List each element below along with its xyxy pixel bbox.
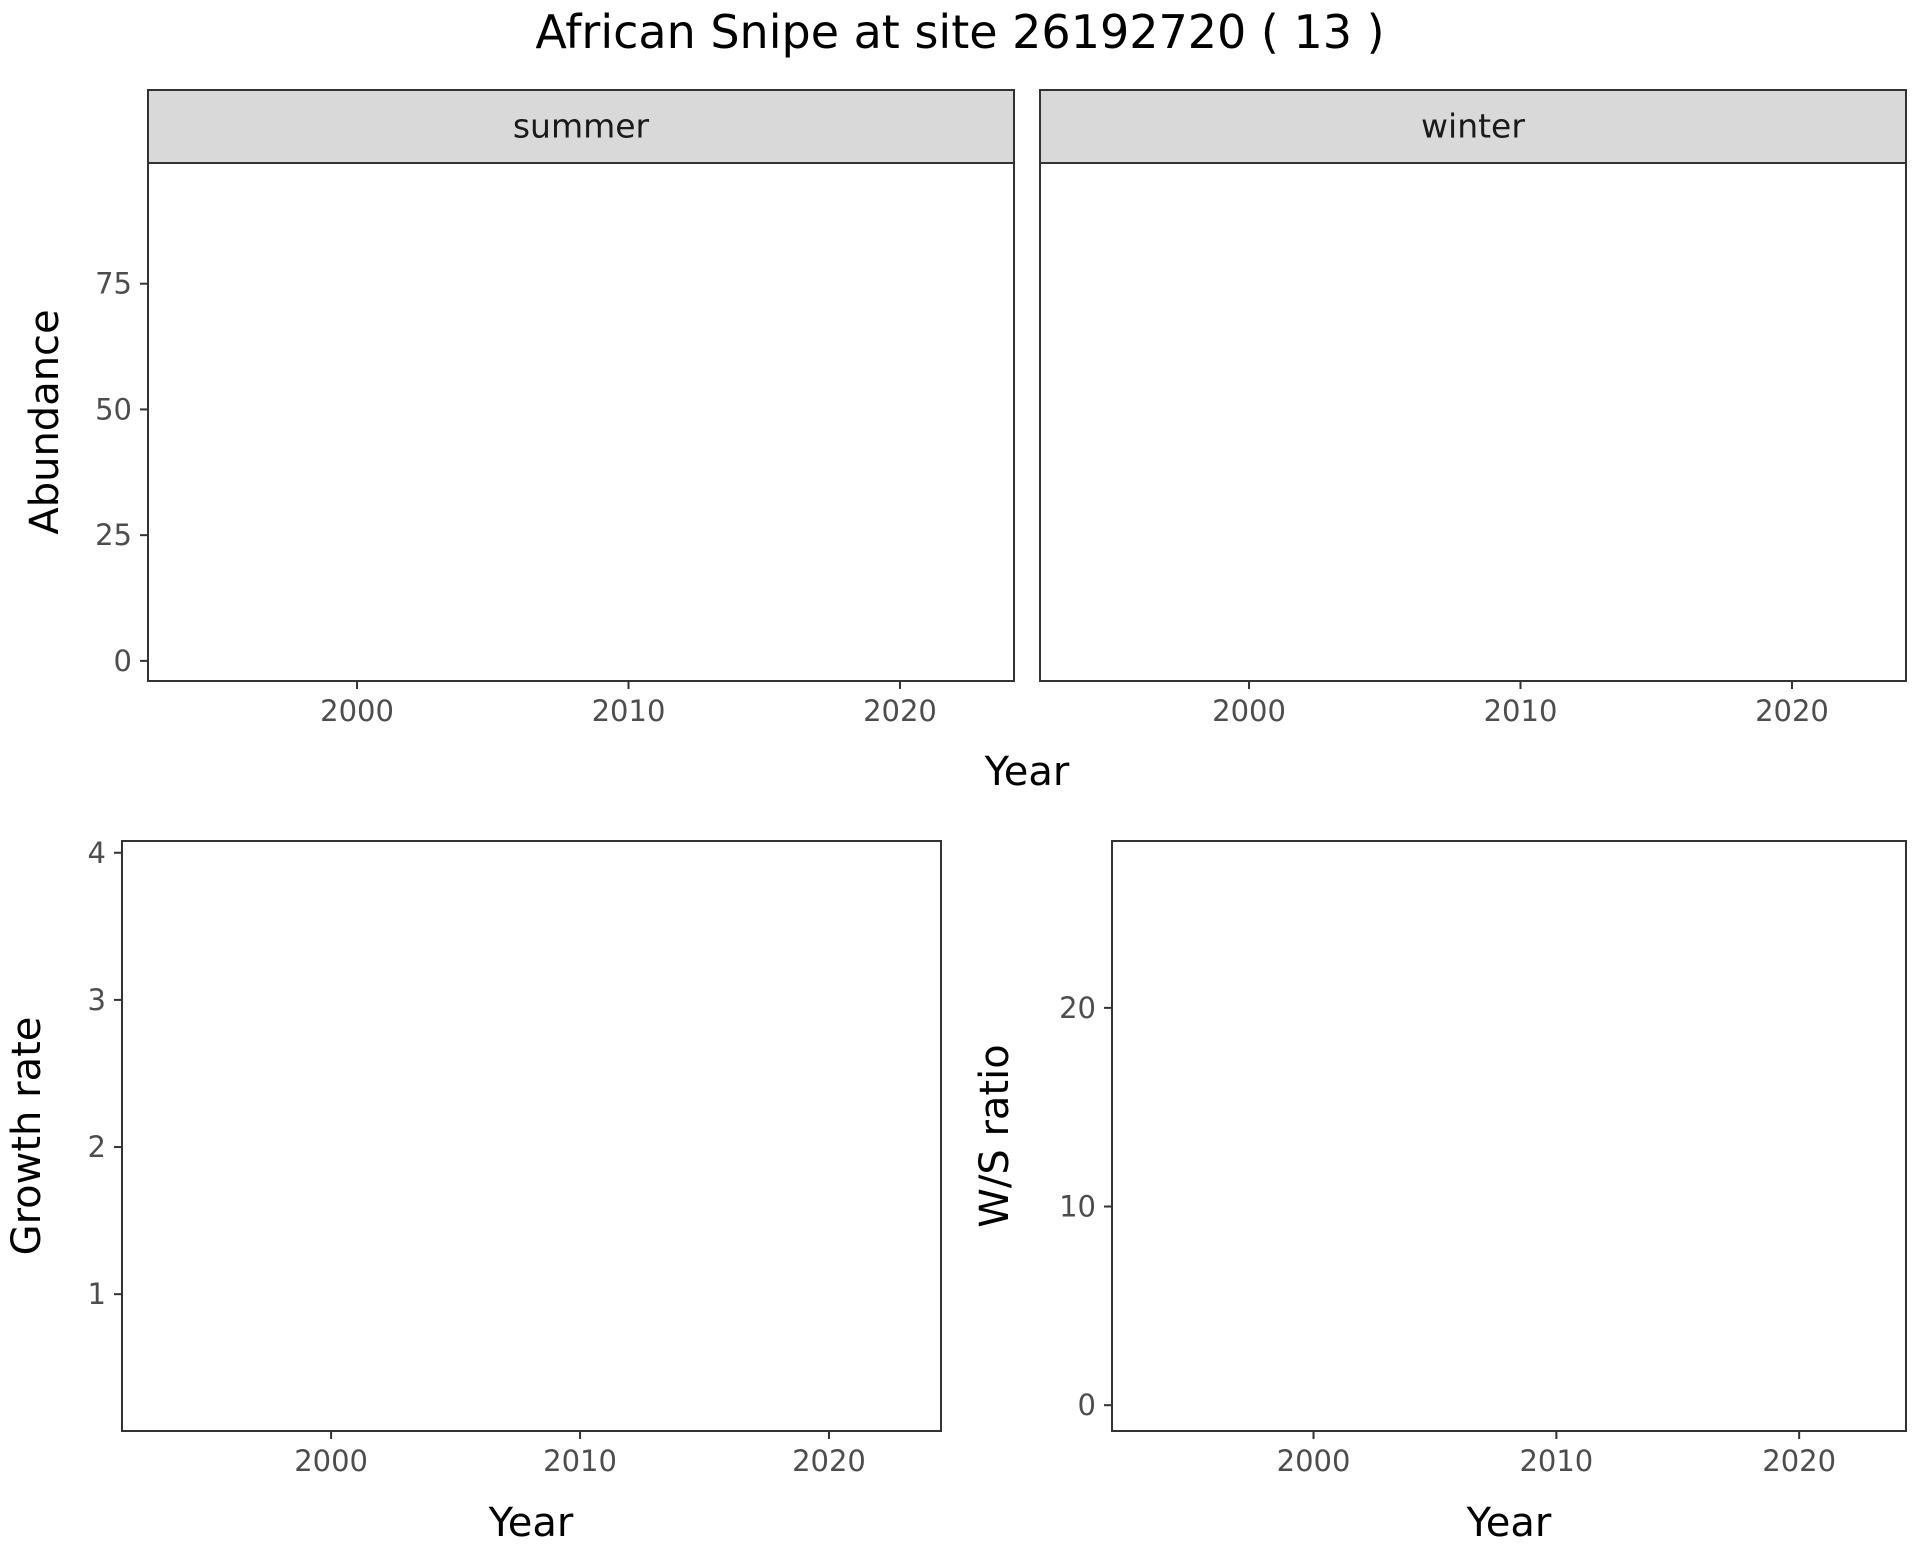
y-tick-label: 0	[114, 644, 132, 678]
shared-x-axis-title: Year	[984, 749, 1070, 795]
y-tick-label: 10	[1059, 1190, 1096, 1224]
y-tick-label: 4	[88, 836, 106, 870]
y-axis-title: W/S ratio	[972, 1044, 1018, 1227]
panel-border	[121, 840, 942, 1432]
facet-label: summer	[513, 107, 650, 146]
y-tick-label: 2	[88, 1130, 106, 1164]
y-tick-label: 75	[95, 267, 132, 301]
y-tick-label: 50	[95, 392, 132, 426]
facet-strip	[147, 89, 1015, 164]
figure-title: African Snipe at site 26192720 ( 13 )	[535, 5, 1384, 59]
panel-border	[1111, 840, 1907, 1432]
x-tick-label: 2000	[294, 1444, 368, 1478]
x-tick-label: 2010	[1519, 1444, 1593, 1478]
y-tick-label: 20	[1059, 991, 1096, 1025]
chart-panel-1: summer 2000 2010 2020 0 25 50 75 Abundance	[22, 89, 1015, 728]
panel-border	[147, 162, 1015, 682]
facet-strip	[1039, 89, 1907, 164]
y-tick-label: 1	[88, 1277, 106, 1311]
x-tick-label: 2020	[1762, 1444, 1836, 1478]
panel-border	[1039, 162, 1907, 682]
x-tick-label: 2020	[863, 694, 937, 728]
x-tick-label: 2000	[320, 694, 394, 728]
x-tick-label: 2010	[1484, 694, 1558, 728]
y-tick-label: 3	[88, 983, 106, 1017]
y-tick-label: 25	[95, 518, 132, 552]
chart-panel-4: 2000 2010 2020 0 10 20 Year W/S ratio	[972, 840, 1907, 1546]
y-tick-label: 0	[1078, 1388, 1096, 1422]
x-axis-title: Year	[1466, 1500, 1552, 1546]
y-axis-title: Growth rate	[4, 1017, 50, 1256]
x-axis-title: Year	[488, 1500, 574, 1546]
x-tick-label: 2020	[792, 1444, 866, 1478]
x-tick-label: 2010	[592, 694, 666, 728]
x-tick-label: 2010	[543, 1444, 617, 1478]
facet-label: winter	[1421, 107, 1525, 146]
x-tick-label: 2000	[1277, 1444, 1351, 1478]
x-tick-label: 2020	[1755, 694, 1829, 728]
chart-panel-2: winter 2000 2010 2020	[1039, 89, 1907, 728]
y-axis-title: Abundance	[22, 309, 68, 534]
x-tick-label: 2000	[1212, 694, 1286, 728]
chart-panel-3: 2000 2010 2020 1 2 3 4 Year Growth rate	[4, 836, 942, 1546]
